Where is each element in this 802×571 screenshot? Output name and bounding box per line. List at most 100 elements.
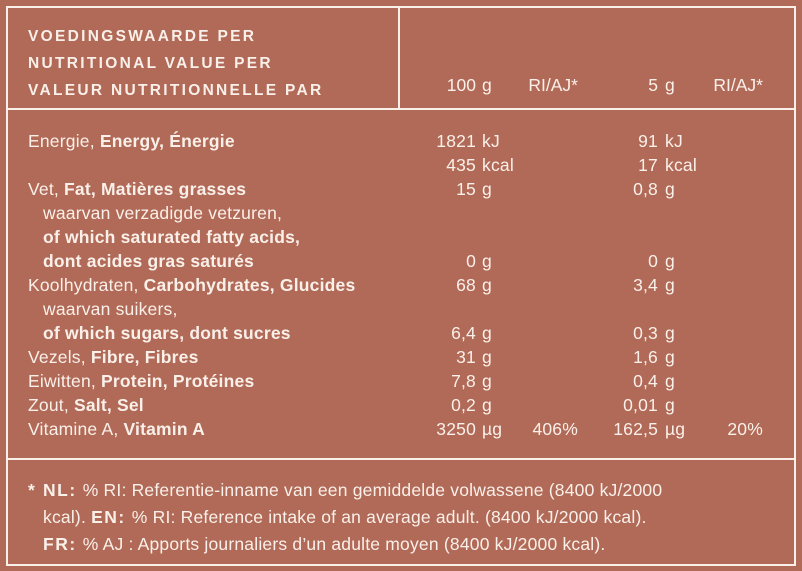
row-label: Vezels, Fibre, Fibres (28, 345, 420, 369)
row-label-regular: Eiwitten, (28, 371, 96, 391)
value-5g-unit: µg (665, 419, 686, 439)
value-100g-unit: g (482, 251, 492, 271)
value-5g-num: 91 (638, 131, 658, 151)
table-row-salt: Zout, Salt, Sel 0,2 g 0,01 g (28, 393, 763, 417)
footnote-line-nl: * NL: % RI: Referentie-inname van een gem… (28, 477, 774, 504)
nutrition-table: Energie, Energy, Énergie 1821 kJ 91 kJ 4… (8, 108, 794, 458)
value-5g-unit: kcal (665, 155, 697, 175)
column-header-100g-unit: g (482, 75, 492, 95)
row-label: Energie, Energy, Énergie (28, 129, 420, 153)
column-header-5g-unit: g (665, 75, 675, 95)
column-header-ri-1: RI/AJ* (528, 75, 578, 95)
footnote-text: % RI: Reference intake of an average adu… (126, 507, 647, 527)
value-5g-num: 0,8 (633, 179, 658, 199)
value-5g-unit: g (665, 347, 675, 367)
value-100g-unit: g (482, 275, 492, 295)
footnote-text: % AJ : Apports journaliers d’un adulte m… (77, 534, 606, 554)
value-5g-num: 0,01 (623, 395, 658, 415)
column-header-ri-2: RI/AJ* (713, 75, 763, 95)
label-header: VOEDINGSWAARDE PER NUTRITIONAL VALUE PER… (8, 8, 794, 108)
table-row-fat: Vet, Fat, Matières grasses 15 g 0,8 g (28, 177, 763, 201)
value-5g-unit: g (665, 251, 675, 271)
row-label: waarvan suikers, (28, 297, 420, 321)
table-row-saturated-en: of which saturated fatty acids, (28, 225, 763, 249)
value-100g-num: 0,2 (451, 395, 476, 415)
row-label-regular: Koolhydraten, (28, 275, 139, 295)
label-frame: VOEDINGSWAARDE PER NUTRITIONAL VALUE PER… (6, 6, 796, 566)
value-100g-unit: g (482, 347, 492, 367)
table-row-saturated-fr: dont acides gras saturés 0 g 0 g (28, 249, 763, 273)
value-5g-unit: g (665, 323, 675, 343)
value-5g-num: 0,4 (633, 371, 658, 391)
row-label: dont acides gras saturés (28, 249, 420, 273)
value-5g-num: 0,3 (633, 323, 658, 343)
row-label-bold: of which sugars, dont sucres (43, 323, 291, 343)
value-5g-num: 162,5 (613, 419, 658, 439)
header-title: VOEDINGSWAARDE PER NUTRITIONAL VALUE PER… (28, 23, 323, 104)
value-100g-unit: kJ (482, 131, 500, 151)
table-row-protein: Eiwitten, Protein, Protéines 7,8 g 0,4 g (28, 369, 763, 393)
value-100g-num: 31 (456, 347, 476, 367)
row-label-bold: Fat, Matières grasses (58, 179, 247, 199)
value-100g-unit: g (482, 371, 492, 391)
row-label-regular: Zout, (28, 395, 69, 415)
footnote-lang-nl: NL: (43, 480, 77, 500)
row-label-bold: Protein, Protéines (95, 371, 255, 391)
header-vertical-divider (398, 8, 400, 108)
header-title-line-fr: VALEUR NUTRITIONNELLE PAR (28, 82, 324, 99)
footnote-lang-fr: FR: (43, 534, 77, 554)
value-100g-num: 0 (466, 251, 476, 271)
value-5g-num: 17 (638, 155, 658, 175)
row-label: of which sugars, dont sucres (28, 321, 420, 345)
row-label: Zout, Salt, Sel (28, 393, 420, 417)
row-label: waarvan verzadigde vetzuren, (28, 201, 420, 225)
value-100g-unit: µg (482, 419, 503, 439)
footnote-text: % RI: Referentie-inname van een gemiddel… (77, 480, 663, 500)
table-row-saturated-nl: waarvan verzadigde vetzuren, (28, 201, 763, 225)
value-100g-num: 6,4 (451, 323, 476, 343)
value-5g-num: 0 (648, 251, 658, 271)
value-5g-unit: g (665, 179, 675, 199)
table-row-energy-kcal: 435 kcal 17 kcal (28, 153, 763, 177)
row-label-bold: Fibre, Fibres (85, 347, 199, 367)
row-label-regular: waarvan suikers, (43, 299, 178, 319)
footnote: * NL: % RI: Referentie-inname van een gem… (8, 458, 794, 564)
footnote-pre: kcal). (43, 507, 92, 527)
value-ri-5g: 20% (727, 419, 763, 439)
column-header-5g-num: 5 (648, 75, 658, 95)
value-100g-unit: kcal (482, 155, 514, 175)
column-header-100g-num: 100 (446, 75, 476, 95)
value-100g-num: 68 (456, 275, 476, 295)
value-5g-num: 3,4 (633, 275, 658, 295)
value-100g-unit: g (482, 179, 492, 199)
value-100g-num: 1821 (436, 131, 476, 151)
header-title-line-nl: VOEDINGSWAARDE PER (28, 28, 257, 45)
row-label: Eiwitten, Protein, Protéines (28, 369, 420, 393)
value-100g-unit: g (482, 395, 492, 415)
value-5g-unit: kJ (665, 131, 683, 151)
row-label-bold: of which saturated fatty acids, (43, 227, 301, 247)
value-100g-num: 3250 (436, 419, 476, 439)
value-5g-unit: g (665, 395, 675, 415)
table-row-sugars-nl: waarvan suikers, (28, 297, 763, 321)
row-label-bold: Energy, Énergie (94, 131, 235, 151)
row-label-regular: Vezels, (28, 347, 86, 367)
row-label-regular: Vitamine A, (28, 419, 119, 439)
value-ri-100g: 406% (532, 419, 578, 439)
row-label-bold: Carbohydrates, Glucides (138, 275, 356, 295)
footnote-line-fr: FR: % AJ : Apports journaliers d’un adul… (28, 531, 774, 558)
row-label: Vitamine A, Vitamin A (28, 417, 420, 441)
row-label-regular: Vet, (28, 179, 59, 199)
row-label-bold: Salt, Sel (68, 395, 144, 415)
table-row-energy: Energie, Energy, Énergie 1821 kJ 91 kJ (28, 129, 763, 153)
value-100g-num: 435 (446, 155, 476, 175)
header-title-line-en: NUTRITIONAL VALUE PER (28, 55, 273, 72)
row-label: Koolhydraten, Carbohydrates, Glucides (28, 273, 420, 297)
row-label-regular: waarvan verzadigde vetzuren, (43, 203, 283, 223)
value-100g-num: 7,8 (451, 371, 476, 391)
value-5g-num: 1,6 (633, 347, 658, 367)
row-label: Vet, Fat, Matières grasses (28, 177, 420, 201)
value-100g-unit: g (482, 323, 492, 343)
table-row-sugars-en-fr: of which sugars, dont sucres 6,4 g 0,3 g (28, 321, 763, 345)
